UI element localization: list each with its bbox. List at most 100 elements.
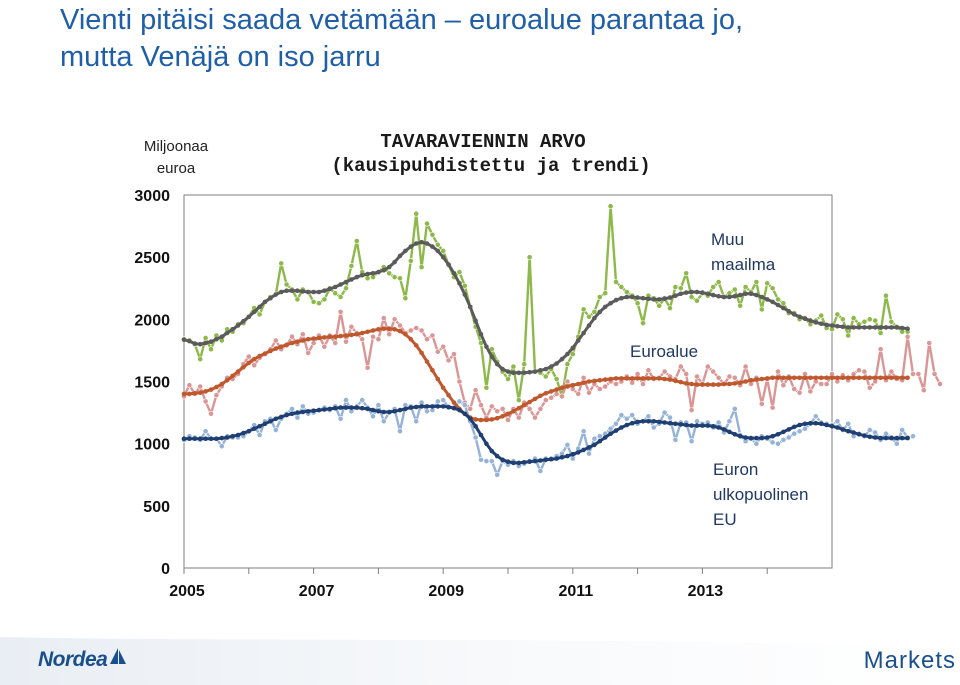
data-point xyxy=(596,386,603,392)
data-point xyxy=(856,375,862,381)
data-point xyxy=(775,302,781,308)
data-point xyxy=(575,450,581,455)
data-point xyxy=(883,292,889,299)
data-point xyxy=(835,375,840,381)
data-point xyxy=(689,381,694,387)
data-point xyxy=(678,291,684,297)
data-point xyxy=(715,279,722,285)
data-point xyxy=(548,389,554,394)
data-point xyxy=(834,418,841,425)
data-point xyxy=(673,378,678,384)
data-point xyxy=(700,423,705,428)
data-point xyxy=(553,390,560,397)
data-point xyxy=(521,361,528,367)
data-point xyxy=(424,220,430,227)
data-point xyxy=(796,428,803,435)
data-point xyxy=(407,327,414,334)
data-point xyxy=(867,434,873,440)
data-point xyxy=(322,288,327,294)
data-point xyxy=(619,425,624,430)
data-point xyxy=(332,284,338,290)
data-point xyxy=(700,290,705,295)
data-point xyxy=(694,289,700,295)
data-point xyxy=(386,270,393,277)
data-point xyxy=(802,316,808,322)
data-point xyxy=(769,404,776,411)
data-point xyxy=(273,416,279,422)
data-point xyxy=(731,286,738,293)
data-point xyxy=(332,405,338,411)
data-point xyxy=(386,264,392,270)
data-point xyxy=(840,427,846,432)
data-point xyxy=(440,247,447,254)
data-point xyxy=(689,289,694,295)
data-point xyxy=(565,351,570,357)
y-tick-label: 0 xyxy=(161,561,170,578)
data-point xyxy=(646,419,651,424)
data-point xyxy=(294,414,301,421)
data-point xyxy=(295,410,300,415)
data-point xyxy=(894,435,900,441)
data-point xyxy=(408,244,414,249)
data-point xyxy=(494,471,501,478)
data-point xyxy=(581,447,586,453)
export-value-chart: TAVARAVIENNIN ARVO (kausipuhdistettu ja … xyxy=(134,131,943,600)
data-point xyxy=(500,457,505,463)
data-point xyxy=(187,436,192,442)
data-point xyxy=(467,405,474,412)
data-point xyxy=(348,262,355,269)
data-point xyxy=(527,369,532,375)
data-point xyxy=(386,326,392,332)
data-point xyxy=(672,436,679,443)
data-point xyxy=(596,294,603,300)
x-tick-label: 2013 xyxy=(688,583,724,600)
data-point xyxy=(251,362,258,369)
data-point xyxy=(197,390,203,396)
data-point xyxy=(192,341,198,346)
data-point xyxy=(310,298,317,305)
data-point xyxy=(727,294,732,300)
data-point xyxy=(634,300,641,307)
data-point xyxy=(667,305,673,311)
data-point xyxy=(435,404,441,409)
data-point xyxy=(802,425,808,432)
data-point xyxy=(775,375,781,381)
data-point xyxy=(926,340,933,346)
data-point xyxy=(715,374,722,381)
data-point xyxy=(321,296,328,303)
data-point xyxy=(759,435,765,441)
data-point xyxy=(516,370,522,376)
data-point xyxy=(597,309,603,315)
data-point xyxy=(662,296,667,302)
data-point xyxy=(807,388,814,395)
data-point xyxy=(321,343,328,350)
data-point xyxy=(688,407,695,413)
data-point xyxy=(678,422,684,427)
data-point xyxy=(565,453,570,459)
data-point xyxy=(920,387,927,394)
data-point xyxy=(785,434,792,441)
data-point xyxy=(272,337,279,344)
data-point xyxy=(731,374,738,381)
data-point xyxy=(435,376,441,382)
data-point xyxy=(727,429,732,435)
y-axis-label: Miljoonaa euroa xyxy=(144,138,209,177)
data-point xyxy=(818,321,824,327)
data-point xyxy=(397,428,403,435)
data-point xyxy=(872,325,878,330)
data-point xyxy=(467,416,473,422)
data-point xyxy=(473,318,478,323)
data-point xyxy=(434,348,441,355)
data-point xyxy=(489,448,495,454)
data-point xyxy=(872,317,879,324)
data-point xyxy=(867,375,873,381)
data-point xyxy=(543,366,549,372)
data-point xyxy=(850,315,857,321)
data-point xyxy=(499,405,506,412)
data-point xyxy=(278,260,285,267)
data-point xyxy=(376,327,381,332)
data-point xyxy=(359,405,365,411)
data-point xyxy=(694,418,700,425)
data-point xyxy=(672,284,679,290)
data-point xyxy=(748,378,754,383)
